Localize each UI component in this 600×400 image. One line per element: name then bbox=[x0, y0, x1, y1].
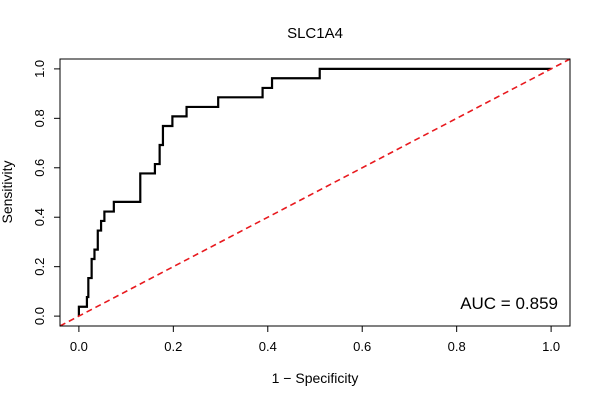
x-tick-label: 0.0 bbox=[70, 339, 88, 354]
y-tick-label: 0.4 bbox=[32, 208, 47, 226]
x-tick-label: 0.6 bbox=[353, 339, 371, 354]
y-tick-label: 1.0 bbox=[32, 60, 47, 78]
x-tick-label: 0.4 bbox=[259, 339, 277, 354]
x-tick-label: 0.2 bbox=[164, 339, 182, 354]
y-tick-label: 0.6 bbox=[32, 159, 47, 177]
auc-annotation: AUC = 0.859 bbox=[460, 294, 558, 313]
y-tick-label: 0.8 bbox=[32, 109, 47, 127]
x-axis-label: 1 − Specificity bbox=[272, 370, 359, 386]
x-tick-label: 0.8 bbox=[448, 339, 466, 354]
x-tick-label: 1.0 bbox=[542, 339, 560, 354]
roc-curve-line bbox=[77, 67, 552, 317]
plot-frame bbox=[59, 58, 571, 327]
y-tick-label: 0.2 bbox=[32, 258, 47, 276]
reference-diagonal-line bbox=[59, 58, 571, 327]
series-layer bbox=[59, 58, 571, 327]
y-tick-label: 0.0 bbox=[32, 307, 47, 325]
chart-title: SLC1A4 bbox=[287, 25, 343, 42]
y-axis-label: Sensitivity bbox=[0, 160, 15, 223]
